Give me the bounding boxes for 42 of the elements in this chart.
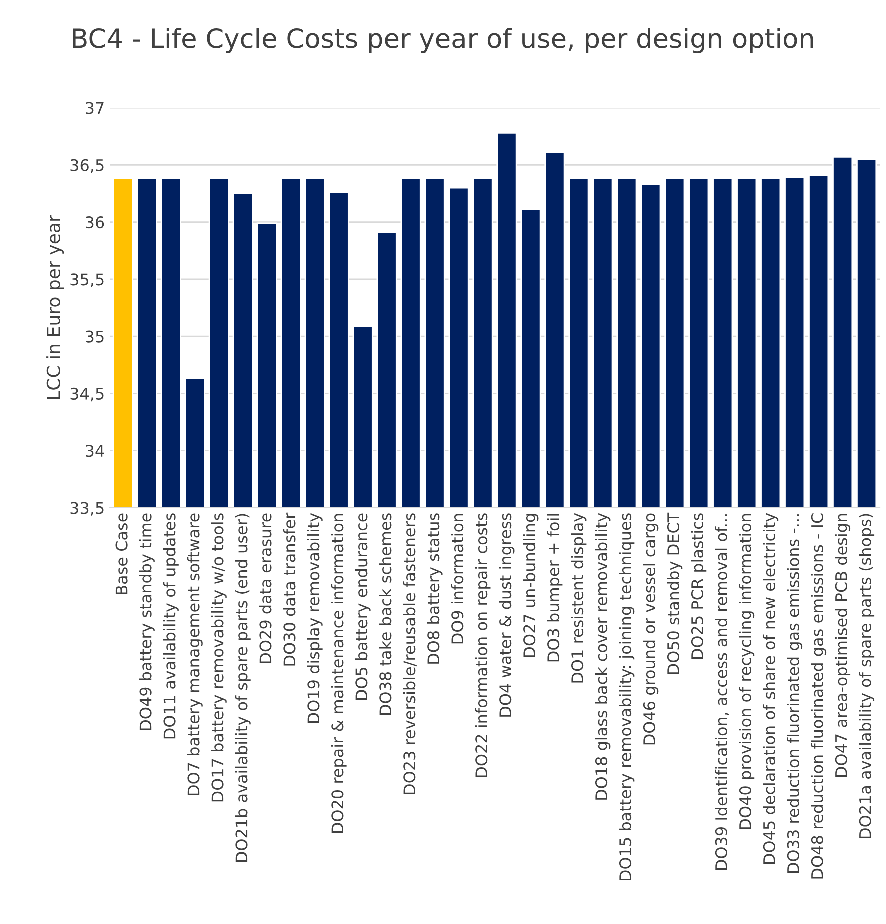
x-tick-label: DO38 take back schemes [379, 514, 392, 715]
y-tick-label: 35,5 [70, 274, 104, 288]
x-tick-label: DO15 battery removability: joining techniques [619, 514, 635, 881]
y-tick-label: 33,5 [70, 502, 104, 516]
x-tick-label: DO8 battery status [427, 514, 443, 664]
x-tick-label: DO29 data erasure [259, 514, 272, 664]
y-tick-label: 35 [86, 330, 104, 343]
x-tick-label: DO21b availability of spare parts (end user) [235, 514, 251, 862]
x-tick-label: DO49 battery standby time [139, 514, 155, 730]
y-tick-label: 36 [86, 216, 104, 229]
x-tick-label: DO46 ground or vessel cargo [643, 514, 659, 745]
x-tick-label: DO18 glass back cover removability [595, 513, 611, 800]
y-tick-label: 34,5 [70, 388, 104, 402]
x-tick-label: DO50 standby DECT [667, 512, 683, 674]
x-tick-label: DO9 information [451, 514, 464, 644]
x-tick-label: DO39 Identification, access and removal of... [715, 514, 730, 870]
x-tick-label: DO17 battery removability w/o tools [211, 514, 227, 802]
x-tick-label: DO7 battery management software [187, 514, 203, 796]
x-tick-label: DO48 reduction fluorinated gas emissions - IC [811, 514, 827, 879]
x-tick-label: DO11 availability of updates [163, 514, 179, 739]
x-tick-label: DO23 reversible/reusable fasteners [403, 514, 417, 794]
x-tick-label: DO5 battery endurance [355, 514, 371, 700]
x-tick-label: DO19 display removability [307, 513, 323, 724]
y-tick-label: 34 [86, 445, 104, 458]
x-tick-label: DO45 declaration of share of new electricity [763, 513, 779, 864]
x-tick-label: DO22 information on repair costs [475, 514, 491, 778]
x-tick-label: DO30 data transfer [283, 512, 296, 666]
x-tick-label: DO47 area-optimised PCB design [835, 514, 851, 778]
x-tick-label: DO4 water & dust ingress [499, 514, 515, 717]
x-tick-label: DO33 reduction fluorinated gas emissions -... [787, 514, 803, 873]
y-tick-label: 36,5 [70, 159, 104, 174]
y-tick-label: 37 [86, 102, 104, 114]
x-tick-label: DO3 bumper + foil [547, 514, 563, 662]
y-axis-title: LCC in Euro per year [46, 215, 64, 400]
x-tick-label: DO21a availability of spare parts (shops) [859, 514, 875, 838]
x-tick-label: DO27 un-bundling [523, 514, 539, 658]
x-tick-label: DO40 provision of recycling information [739, 514, 755, 830]
x-tick-label: DO25 PCR plastics [691, 514, 707, 660]
chart-title: BC4 - Life Cycle Costs per year of use, per design option [73, 28, 814, 54]
x-tick-label: DO20 repair & maintenance information [331, 514, 347, 834]
x-tick-label: Base Case [116, 514, 128, 594]
x-tick-label: DO1 resistent display [571, 513, 587, 683]
